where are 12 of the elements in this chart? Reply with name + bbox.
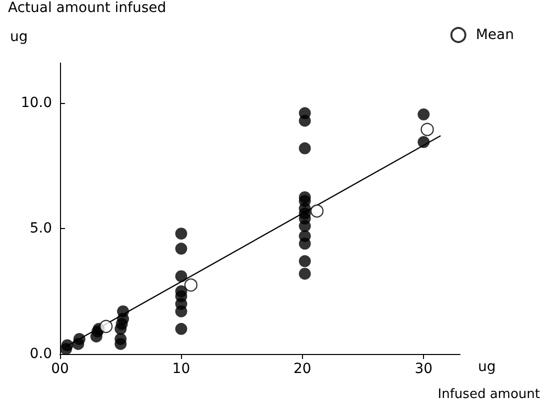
y-tick-label: 0.0 [30,346,52,362]
y-tick-label: 10.0 [20,95,52,112]
text: ug [10,29,28,45]
x-tick-label: 20 [294,361,312,377]
y-tick-label: 5.0 [30,220,52,237]
text: ug [478,359,496,375]
x-axis-title: Infused amount [438,387,540,402]
x-tick-label: 30 [414,361,433,377]
y-axis-title: Actual amount infused [8,0,166,16]
x-tick-label: 10 [172,361,190,377]
x-tick-label: 00 [51,361,69,377]
legend-label: Mean [476,27,514,43]
